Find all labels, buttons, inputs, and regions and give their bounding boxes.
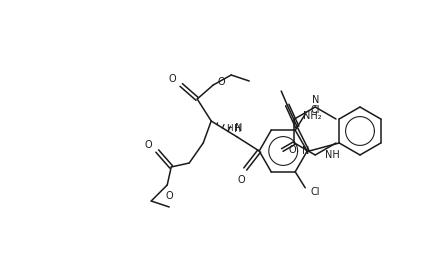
Text: O: O: [169, 74, 176, 84]
Text: Cl: Cl: [310, 187, 320, 197]
Text: NH₂: NH₂: [303, 111, 322, 121]
Text: H: H: [226, 124, 233, 133]
Text: NH: NH: [325, 150, 340, 160]
Text: N: N: [311, 95, 319, 105]
Text: N: N: [235, 123, 242, 133]
Text: N: N: [302, 146, 309, 156]
Text: Cl: Cl: [310, 105, 320, 115]
Text: O: O: [288, 145, 296, 155]
Text: O: O: [145, 140, 152, 150]
Text: O: O: [166, 191, 173, 201]
Text: H: H: [234, 124, 242, 134]
Text: O: O: [237, 175, 245, 185]
Text: O: O: [217, 77, 225, 87]
